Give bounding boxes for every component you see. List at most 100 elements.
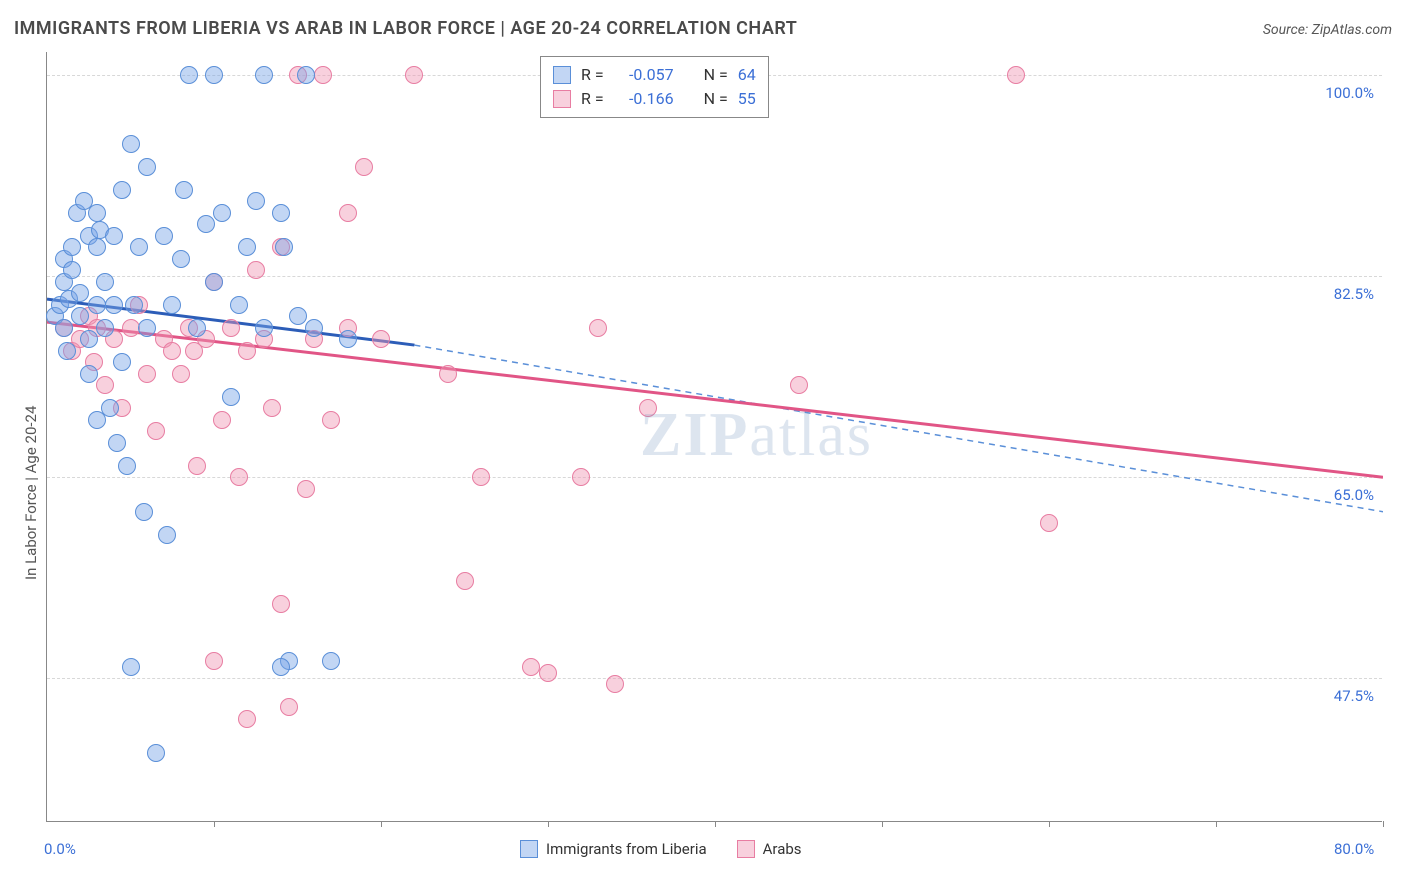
scatter-point-liberia bbox=[130, 238, 148, 256]
scatter-point-liberia bbox=[138, 319, 156, 337]
scatter-point-liberia bbox=[108, 434, 126, 452]
x-tick-mark bbox=[381, 821, 382, 827]
legend-item-liberia: Immigrants from Liberia bbox=[520, 840, 707, 858]
scatter-point-arab bbox=[439, 365, 457, 383]
scatter-point-arab bbox=[790, 376, 808, 394]
scatter-point-arab bbox=[172, 365, 190, 383]
scatter-point-liberia bbox=[238, 238, 256, 256]
scatter-point-arab bbox=[322, 411, 340, 429]
x-min-label: 0.0% bbox=[44, 840, 76, 858]
scatter-point-liberia bbox=[172, 250, 190, 268]
scatter-point-liberia bbox=[71, 307, 89, 325]
scatter-point-liberia bbox=[205, 66, 223, 84]
scatter-point-arab bbox=[238, 710, 256, 728]
scatter-point-liberia bbox=[163, 296, 181, 314]
y-tick-label: 100.0% bbox=[1325, 84, 1374, 102]
scatter-point-liberia bbox=[247, 192, 265, 210]
scatter-point-liberia bbox=[118, 457, 136, 475]
scatter-point-liberia bbox=[322, 652, 340, 670]
swatch-liberia bbox=[553, 66, 571, 84]
scatter-point-liberia bbox=[305, 319, 323, 337]
scatter-point-liberia bbox=[188, 319, 206, 337]
scatter-point-arab bbox=[138, 365, 156, 383]
r-label: R = bbox=[581, 87, 604, 111]
bottom-legend: Immigrants from Liberia Arabs bbox=[520, 840, 802, 858]
y-tick-label: 82.5% bbox=[1334, 285, 1374, 303]
scatter-point-liberia bbox=[272, 204, 290, 222]
scatter-point-liberia bbox=[63, 238, 81, 256]
scatter-point-liberia bbox=[96, 273, 114, 291]
regression-lines bbox=[47, 52, 1383, 822]
x-tick-mark bbox=[1216, 821, 1217, 827]
scatter-point-liberia bbox=[71, 284, 89, 302]
stats-legend-box: R =-0.057N =64R =-0.166N =55 bbox=[540, 56, 769, 118]
n-value: 55 bbox=[738, 87, 756, 111]
scatter-point-liberia bbox=[113, 353, 131, 371]
scatter-point-liberia bbox=[88, 238, 106, 256]
scatter-point-arab bbox=[247, 261, 265, 279]
scatter-point-liberia bbox=[122, 135, 140, 153]
swatch-arab bbox=[553, 90, 571, 108]
scatter-point-liberia bbox=[80, 365, 98, 383]
scatter-point-arab bbox=[314, 66, 332, 84]
scatter-point-arab bbox=[539, 664, 557, 682]
r-label: R = bbox=[581, 63, 604, 87]
scatter-point-liberia bbox=[88, 296, 106, 314]
legend-label-liberia: Immigrants from Liberia bbox=[546, 840, 707, 858]
scatter-point-arab bbox=[185, 342, 203, 360]
x-tick-mark bbox=[1383, 821, 1384, 827]
scatter-point-arab bbox=[522, 658, 540, 676]
scatter-point-arab bbox=[339, 204, 357, 222]
x-tick-mark bbox=[548, 821, 549, 827]
scatter-point-arab bbox=[222, 319, 240, 337]
scatter-point-arab bbox=[188, 457, 206, 475]
x-tick-mark bbox=[1049, 821, 1050, 827]
scatter-point-liberia bbox=[289, 307, 307, 325]
x-tick-mark bbox=[715, 821, 716, 827]
scatter-point-liberia bbox=[80, 330, 98, 348]
scatter-point-liberia bbox=[122, 658, 140, 676]
scatter-point-liberia bbox=[339, 330, 357, 348]
chart-title: IMMIGRANTS FROM LIBERIA VS ARAB IN LABOR… bbox=[14, 18, 797, 39]
scatter-point-arab bbox=[280, 698, 298, 716]
y-axis-label: In Labor Force | Age 20-24 bbox=[22, 406, 40, 580]
r-value: -0.057 bbox=[614, 63, 674, 87]
scatter-point-liberia bbox=[96, 319, 114, 337]
scatter-point-liberia bbox=[272, 658, 290, 676]
scatter-point-liberia bbox=[147, 744, 165, 762]
x-tick-mark bbox=[882, 821, 883, 827]
n-label: N = bbox=[704, 87, 728, 111]
scatter-point-liberia bbox=[105, 227, 123, 245]
n-label: N = bbox=[704, 63, 728, 87]
y-tick-label: 47.5% bbox=[1334, 687, 1374, 705]
scatter-point-arab bbox=[96, 376, 114, 394]
scatter-point-arab bbox=[263, 399, 281, 417]
scatter-point-arab bbox=[589, 319, 607, 337]
scatter-point-arab bbox=[606, 675, 624, 693]
gridline-h bbox=[47, 678, 1382, 679]
scatter-point-liberia bbox=[297, 66, 315, 84]
scatter-point-liberia bbox=[222, 388, 240, 406]
legend-item-arab: Arabs bbox=[737, 840, 802, 858]
scatter-point-arab bbox=[163, 342, 181, 360]
scatter-plot: 47.5% 65.0% 82.5% 100.0% bbox=[46, 52, 1382, 822]
x-tick-mark bbox=[214, 821, 215, 827]
scatter-point-liberia bbox=[58, 342, 76, 360]
scatter-point-arab bbox=[272, 595, 290, 613]
scatter-point-liberia bbox=[63, 261, 81, 279]
scatter-point-arab bbox=[205, 652, 223, 670]
scatter-point-liberia bbox=[113, 181, 131, 199]
scatter-point-liberia bbox=[230, 296, 248, 314]
x-max-label: 80.0% bbox=[1334, 840, 1374, 858]
scatter-point-arab bbox=[1007, 66, 1025, 84]
legend-swatch-arab bbox=[737, 840, 755, 858]
legend-label-arab: Arabs bbox=[763, 840, 802, 858]
scatter-point-arab bbox=[639, 399, 657, 417]
scatter-point-liberia bbox=[255, 319, 273, 337]
y-tick-label: 65.0% bbox=[1334, 486, 1374, 504]
scatter-point-liberia bbox=[213, 204, 231, 222]
scatter-point-arab bbox=[213, 411, 231, 429]
legend-swatch-liberia bbox=[520, 840, 538, 858]
scatter-point-arab bbox=[230, 468, 248, 486]
scatter-point-arab bbox=[122, 319, 140, 337]
